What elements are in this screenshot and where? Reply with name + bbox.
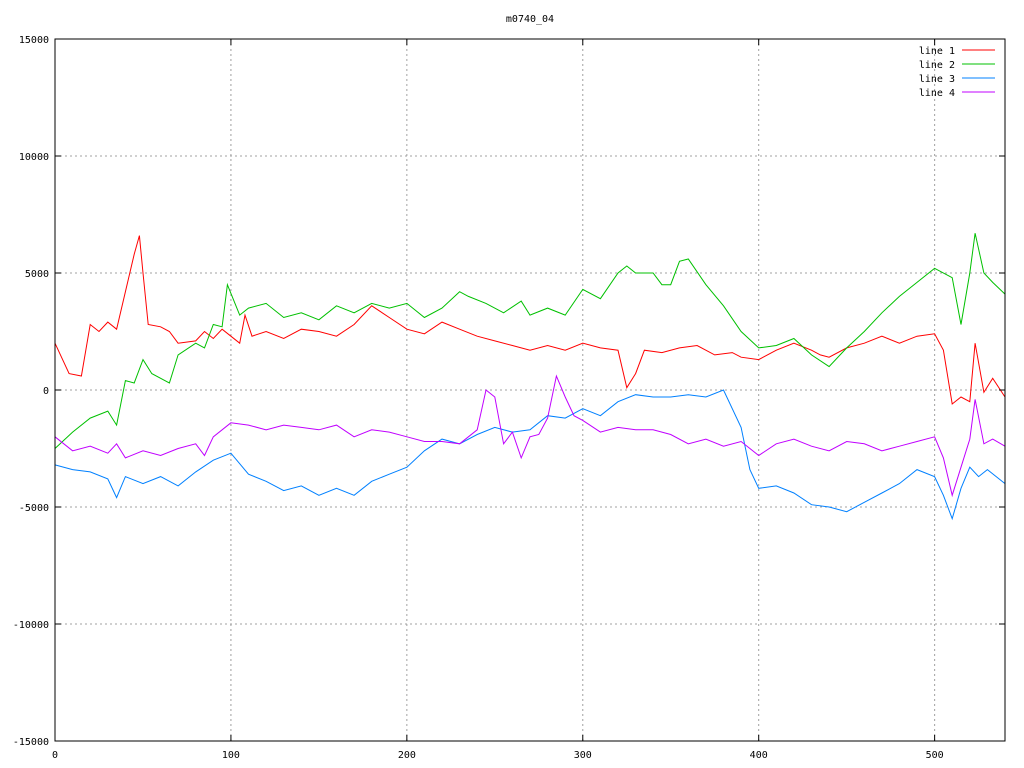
legend-label-2: line 2 bbox=[919, 60, 955, 71]
series-line-4 bbox=[54, 374, 1006, 498]
series-line-3 bbox=[54, 389, 1006, 521]
y-tick-label: -15000 bbox=[13, 737, 49, 748]
series-line-2 bbox=[54, 233, 1006, 449]
series-group bbox=[54, 233, 1006, 521]
grid bbox=[55, 39, 1005, 741]
legend-label-1: line 1 bbox=[919, 46, 955, 57]
series-line-1 bbox=[54, 235, 1006, 405]
y-tick-label: 15000 bbox=[19, 35, 49, 46]
x-tick-label: 500 bbox=[926, 750, 944, 761]
x-tick-label: 400 bbox=[750, 750, 768, 761]
y-tick-label: 5000 bbox=[25, 269, 49, 280]
ticks: 0 100 200 300 400 500 -15000 -10000 -5000 0 5000 10… bbox=[13, 35, 1005, 761]
legend-label-4: line 4 bbox=[919, 88, 955, 99]
y-tick-label: 10000 bbox=[19, 152, 49, 163]
x-tick-label: 100 bbox=[222, 750, 240, 761]
legend-label-3: line 3 bbox=[919, 74, 955, 85]
y-tick-label: -10000 bbox=[13, 620, 49, 631]
legend: line 1 line 2 line 3 line 4 bbox=[919, 46, 995, 99]
x-tick-label: 300 bbox=[574, 750, 592, 761]
y-tick-label: -5000 bbox=[19, 503, 49, 514]
y-tick-label: 0 bbox=[43, 386, 49, 397]
x-tick-label: 200 bbox=[398, 750, 416, 761]
chart-title: m0740_04 bbox=[506, 14, 554, 25]
x-tick-label: 0 bbox=[52, 750, 58, 761]
